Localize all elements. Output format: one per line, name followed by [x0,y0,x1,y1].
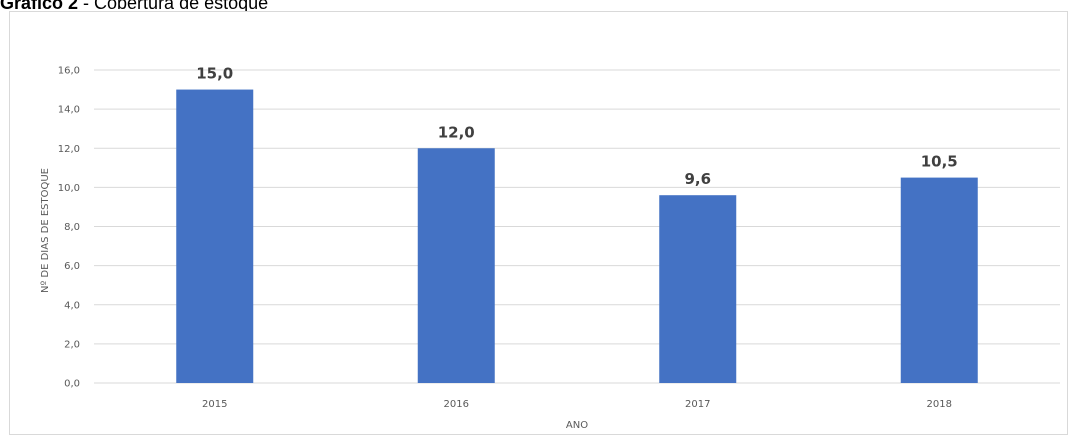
caption-label: Gráfico 2 [0,0,79,13]
caption-text: - Cobertura de estoque [78,0,269,13]
y-axis-ticks: 0,0 2,0 4,0 6,0 8,0 10,0 12,0 14,0 16,0 [58,66,80,390]
y-tick-label: 2,0 [64,339,80,350]
chart-caption: Gráfico 2 - Cobertura de estoque [0,0,268,14]
y-tick-label: 14,0 [58,105,80,116]
x-tick-label: 2016 [444,399,469,410]
bar-2015 [176,89,254,383]
y-axis-title: Nº DE DIAS DE ESTOQUE [40,168,51,293]
gridlines [94,69,1060,384]
x-tick-label: 2018 [927,399,952,410]
bar-2018 [900,177,978,383]
y-tick-label: 6,0 [64,261,80,272]
x-axis-title: ANO [566,420,588,431]
data-label-2016: 12,0 [438,123,475,141]
data-labels: 15,0 12,0 9,6 10,5 [196,65,958,189]
bar-2017 [659,195,737,383]
x-tick-label: 2015 [202,399,227,410]
y-tick-label: 12,0 [58,144,80,155]
data-label-2015: 15,0 [196,65,233,83]
x-tick-label: 2017 [685,399,710,410]
y-tick-label: 0,0 [64,379,80,390]
y-tick-label: 8,0 [64,222,80,233]
data-label-2017: 9,6 [684,170,711,188]
data-label-2018: 10,5 [921,153,958,171]
y-tick-label: 10,0 [58,183,80,194]
y-tick-label: 16,0 [58,66,80,77]
y-tick-label: 4,0 [64,300,80,311]
x-axis-ticks: 2015 2016 2017 2018 [202,399,952,410]
bar-2016 [417,148,495,383]
bars [176,89,978,383]
